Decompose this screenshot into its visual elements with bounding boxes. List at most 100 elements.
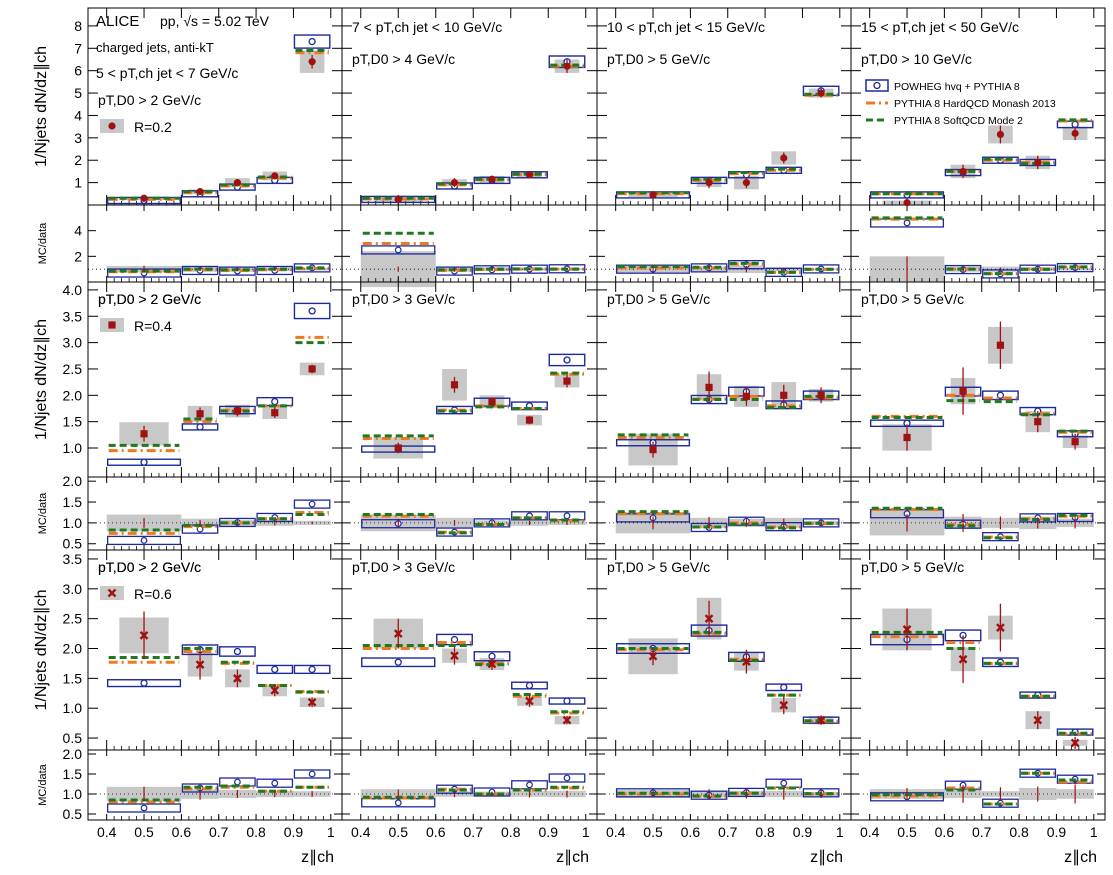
data-point	[903, 199, 911, 207]
ratio-powheg-box	[107, 535, 182, 546]
ratio-powheg-box	[181, 265, 219, 276]
dmeson-pt-cut: pT,D0 > 2 GeV/c	[98, 291, 201, 307]
powheg-box	[293, 664, 331, 675]
data-point	[1033, 715, 1043, 725]
data-point	[450, 179, 459, 187]
y-tick-label: 0.5	[63, 730, 83, 746]
ratio-powheg-marker	[234, 778, 241, 786]
data-point	[394, 195, 402, 204]
y-tick-label: 1	[74, 175, 82, 191]
data-point	[563, 377, 571, 385]
powheg-marker	[308, 307, 316, 315]
marks-layer	[88, 34, 1105, 813]
powheg-marker	[196, 423, 204, 431]
ratio-powheg-box	[436, 527, 473, 537]
data-point	[233, 179, 242, 187]
data-point	[959, 167, 967, 176]
ratio-powheg-box	[293, 769, 331, 779]
ratio-y-tick-label: 0.5	[63, 536, 83, 552]
x-tick-label: 0.7	[209, 824, 229, 840]
y-axis-title: 1/Njets dN/dz∥ch	[33, 319, 50, 440]
powheg-marker	[563, 697, 571, 705]
x-axis-title: z∥ch	[1064, 849, 1097, 866]
y-tick-label: 1.5	[63, 670, 83, 686]
ratio-y-tick-label: 0.5	[63, 806, 83, 822]
jet-definition-label: charged jets, anti-kT	[96, 40, 214, 55]
data-point	[140, 194, 148, 202]
y-tick-label: 2.0	[63, 641, 83, 657]
ratio-powheg-marker	[526, 781, 533, 789]
jet-radius-label: R=0.4	[134, 318, 172, 334]
y-tick-label: 5	[74, 85, 82, 101]
y-tick-label: 4.0	[63, 282, 83, 298]
ratio-y-tick-label: 1.0	[63, 515, 83, 531]
data-point	[1034, 418, 1042, 426]
data-point	[233, 674, 242, 683]
ratio-powheg-marker	[308, 500, 316, 508]
y-tick-label: 3.5	[63, 551, 83, 567]
radius-legend-marker	[108, 122, 116, 130]
y-tick-label: 7	[74, 40, 82, 56]
x-axis-title: z∥ch	[556, 849, 589, 866]
data-point	[817, 391, 825, 399]
data-point	[394, 444, 402, 452]
panel-frame	[596, 7, 852, 206]
ratio-powheg-marker	[140, 537, 148, 544]
ratio-y-tick-label: 2	[74, 248, 82, 264]
y-tick-label: 2.5	[63, 361, 83, 377]
ratio-powheg-marker	[271, 779, 279, 787]
data-point	[195, 660, 205, 669]
ratio-powheg-marker	[308, 770, 316, 778]
ratio-powheg-box	[511, 511, 548, 521]
data-point	[562, 715, 572, 725]
powheg-marker	[271, 665, 279, 674]
x-tick-label: 0.8	[1009, 824, 1029, 840]
powheg-box	[548, 353, 586, 367]
y-tick-label: 1.0	[63, 700, 83, 716]
ratio-powheg-marker	[563, 512, 571, 520]
data-point	[996, 623, 1005, 632]
data-point	[487, 659, 497, 669]
ratio-powheg-box	[293, 499, 331, 509]
data-point	[996, 341, 1005, 349]
x-tick-label: 0.5	[389, 824, 409, 840]
y-tick-label: 2.0	[63, 387, 83, 403]
dmeson-pt-cut: pT,D0 > 5 GeV/c	[861, 291, 964, 307]
ratio-powheg-box	[256, 778, 294, 788]
y-tick-label: 6	[74, 63, 82, 79]
data-point	[996, 130, 1005, 139]
data-point	[196, 187, 204, 196]
powheg-marker	[780, 683, 788, 691]
ratio-powheg-box	[1056, 262, 1094, 273]
radius-legend-marker	[108, 321, 116, 329]
dmeson-pt-cut: pT,D0 > 2 GeV/c	[98, 559, 201, 575]
ratio-powheg-box	[548, 264, 586, 274]
legend-powheg-swatch	[865, 79, 889, 92]
powheg-marker	[140, 458, 148, 466]
dmeson-pt-cut: pT,D0 > 10 GeV/c	[861, 51, 972, 67]
ratio-powheg-marker	[140, 804, 148, 812]
x-tick-label: 0.4	[351, 824, 371, 840]
data-point	[705, 179, 713, 187]
x-tick-label: 0.5	[897, 824, 917, 840]
legend-powheg-marker	[873, 81, 881, 90]
powheg-marker	[996, 391, 1005, 399]
data-point	[488, 175, 496, 183]
x-tick-label: 0.6	[935, 824, 955, 840]
dmeson-pt-cut: pT,D0 > 3 GeV/c	[352, 559, 455, 575]
data-point	[308, 365, 316, 373]
x-tick-label: 0.7	[972, 824, 992, 840]
ratio-frame	[596, 749, 852, 821]
data-point	[817, 89, 825, 97]
ratio-powheg-box	[1019, 264, 1057, 274]
panel-frame	[87, 281, 343, 478]
powheg-marker	[140, 679, 148, 687]
y-tick-label: 1.5	[63, 414, 83, 430]
ratio-frame	[850, 749, 1106, 821]
ratio-powheg-box	[361, 245, 436, 255]
ratio-powheg-marker	[394, 246, 402, 254]
ratio-powheg-box	[802, 264, 840, 274]
text-layer: pT,D0 > 4 GeV/c 7 < pT,ch jet < 10 GeV/c p…	[33, 13, 1098, 866]
ratio-powheg-box	[944, 264, 982, 275]
